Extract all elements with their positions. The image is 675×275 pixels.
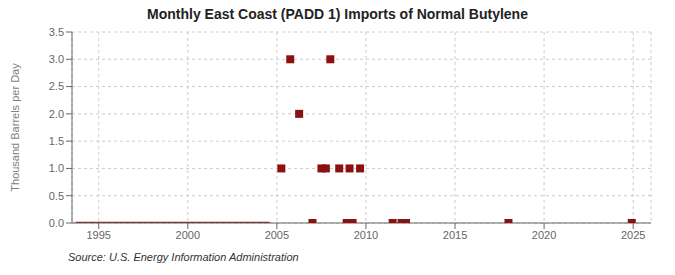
svg-text:2.0: 2.0 [49, 108, 64, 120]
svg-text:2.5: 2.5 [49, 80, 64, 92]
svg-text:1.5: 1.5 [49, 135, 64, 147]
svg-text:0.0: 0.0 [49, 217, 64, 229]
html-text:Monthly East Coast (PADD 1) Im: Monthly East Coast (PADD 1) Imports of N… [147, 6, 528, 22]
svg-text:2020: 2020 [532, 229, 556, 241]
svg-text:3.5: 3.5 [49, 26, 64, 38]
html-text:Source: U.S. Energy Informatio: Source: U.S. Energy Information Administ… [68, 251, 299, 263]
svg-text:2010: 2010 [354, 229, 378, 241]
svg-text:2005: 2005 [265, 229, 289, 241]
svg-text:0.5: 0.5 [49, 190, 64, 202]
svg-text:1.0: 1.0 [49, 162, 64, 174]
svg-text:1995: 1995 [86, 229, 110, 241]
svg-text:2015: 2015 [443, 229, 467, 241]
svg-text:Thousand Barrels per Day: Thousand Barrels per Day [9, 63, 21, 192]
svg-text:2000: 2000 [176, 229, 200, 241]
svg-text:2025: 2025 [621, 229, 645, 241]
svg-text:3.0: 3.0 [49, 53, 64, 65]
